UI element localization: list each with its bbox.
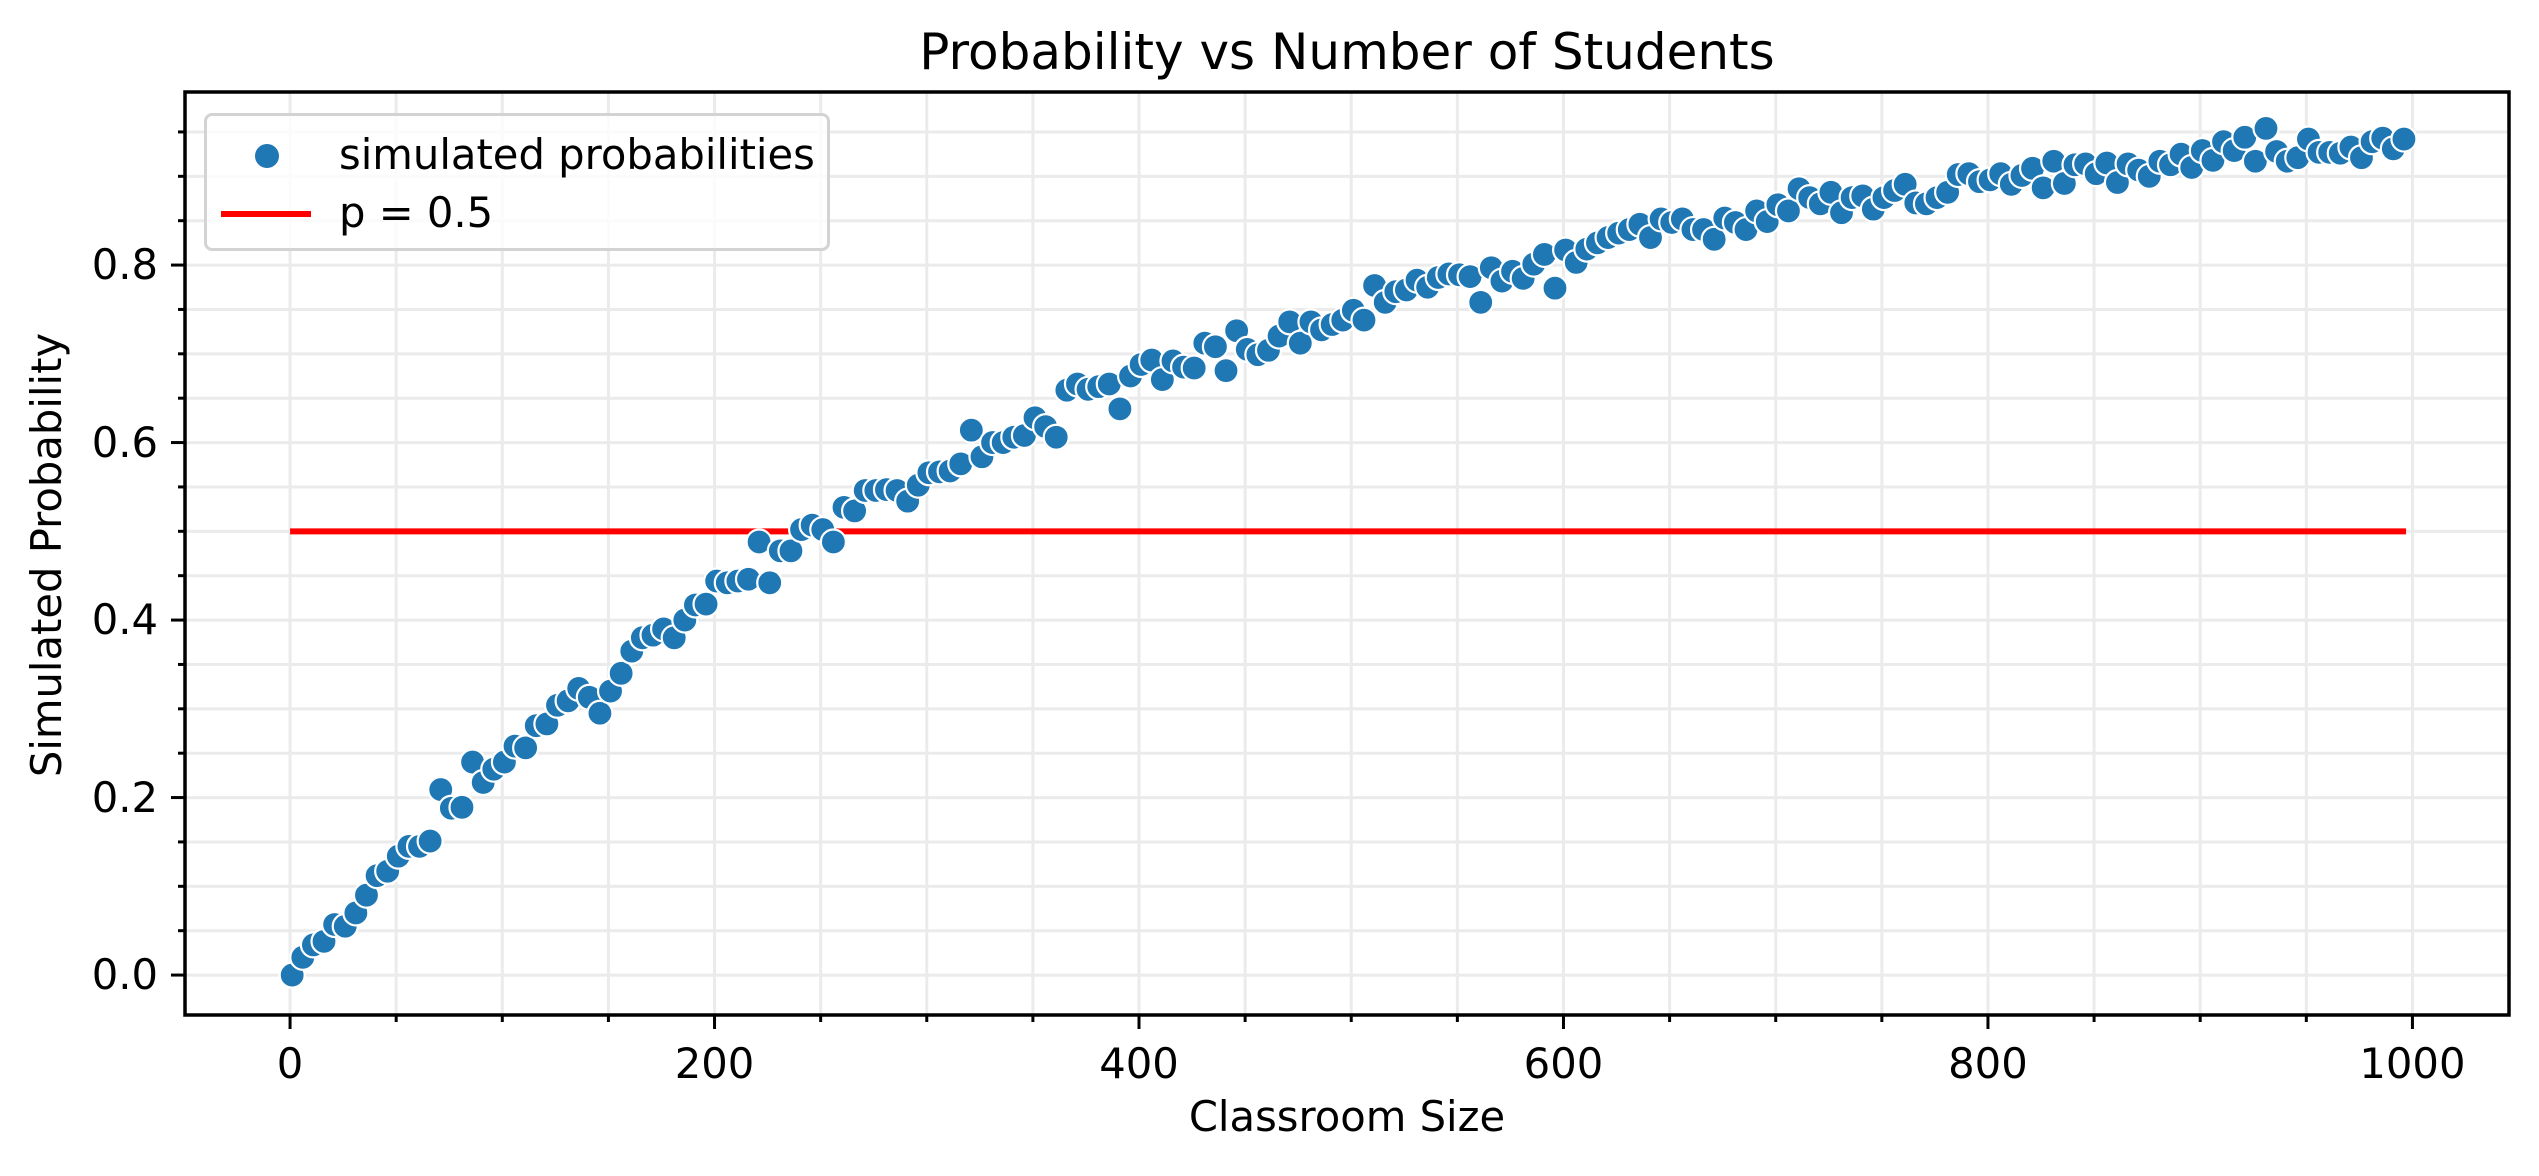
y-tick-label: 0.4 xyxy=(91,595,158,645)
data-point xyxy=(2252,114,2280,142)
x-tick-label: 400 xyxy=(1099,1039,1179,1088)
y-tick-label: 0.6 xyxy=(91,417,158,467)
data-point xyxy=(692,590,720,618)
legend: simulated probabilities p = 0.5 xyxy=(204,113,830,251)
data-point xyxy=(1212,357,1240,385)
data-point xyxy=(448,793,476,821)
x-tick-label: 600 xyxy=(1523,1039,1604,1088)
x-tick-label: 200 xyxy=(674,1039,755,1088)
data-point xyxy=(607,659,635,687)
legend-label: simulated probabilities xyxy=(339,130,815,179)
data-point xyxy=(1467,288,1495,316)
data-point xyxy=(756,569,784,597)
x-axis-label: Classroom Size xyxy=(1188,1092,1506,1141)
y-tick-label: 0.8 xyxy=(91,240,158,290)
x-tick-label: 0 xyxy=(276,1039,304,1088)
y-tick-label: 0.2 xyxy=(91,772,158,822)
data-point xyxy=(2390,125,2418,153)
x-tick-label: 800 xyxy=(1948,1039,2028,1088)
data-point xyxy=(1541,274,1569,302)
legend-item-simulated: simulated probabilities xyxy=(207,126,827,186)
data-point xyxy=(1042,423,1070,451)
scatter-points xyxy=(278,114,2418,989)
data-point xyxy=(1286,329,1314,357)
legend-label: p = 0.5 xyxy=(339,188,494,237)
x-tick-label: 1000 xyxy=(2359,1039,2466,1088)
data-point xyxy=(1106,395,1134,423)
data-point xyxy=(1774,197,1803,225)
y-tick-label: 0.0 xyxy=(91,950,158,1000)
data-point xyxy=(416,827,444,855)
data-point xyxy=(586,699,614,727)
legend-item-threshold: p = 0.5 xyxy=(207,184,827,244)
data-point xyxy=(819,528,847,556)
data-point xyxy=(512,734,540,762)
data-point xyxy=(957,416,985,444)
line-sample-icon xyxy=(221,211,311,217)
chart-title: Probability vs Number of Students xyxy=(919,23,1775,81)
data-point xyxy=(1350,306,1378,334)
data-point xyxy=(1180,354,1208,382)
axes-frame xyxy=(183,90,2511,1017)
y-axis-label: Simulated Probability xyxy=(22,332,71,778)
scatter-marker-icon xyxy=(255,144,279,168)
data-point xyxy=(1700,225,1728,253)
data-point xyxy=(1201,333,1230,361)
data-point xyxy=(777,537,805,565)
